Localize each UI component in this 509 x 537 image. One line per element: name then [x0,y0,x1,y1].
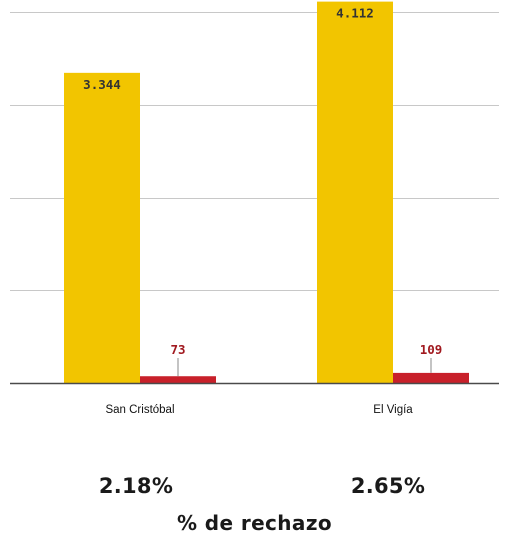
bar-value-label: 73 [170,342,185,357]
rejection-rate-san-cristobal: 2.18% [98,474,174,498]
bar-series0-1 [317,1,393,384]
value-labels: 3.344 4.112 73 109 [83,6,442,377]
x-tick-label: San Cristóbal [105,404,174,416]
bar-value-label: 3.344 [83,77,121,92]
x-tick-label: El Vigía [373,404,413,416]
bars [64,1,469,384]
x-axis-labels: San Cristóbal El Vigía [105,404,413,416]
bar-value-label: 4.112 [336,6,374,21]
footer-title: % de rechazo [176,511,333,535]
bar-series0-0 [64,72,140,384]
bar-value-label: 109 [420,342,443,357]
bar-series1-1 [393,372,469,383]
rejection-rate-el-vigia: 2.65% [350,474,426,498]
bar-series1-0 [140,376,216,383]
